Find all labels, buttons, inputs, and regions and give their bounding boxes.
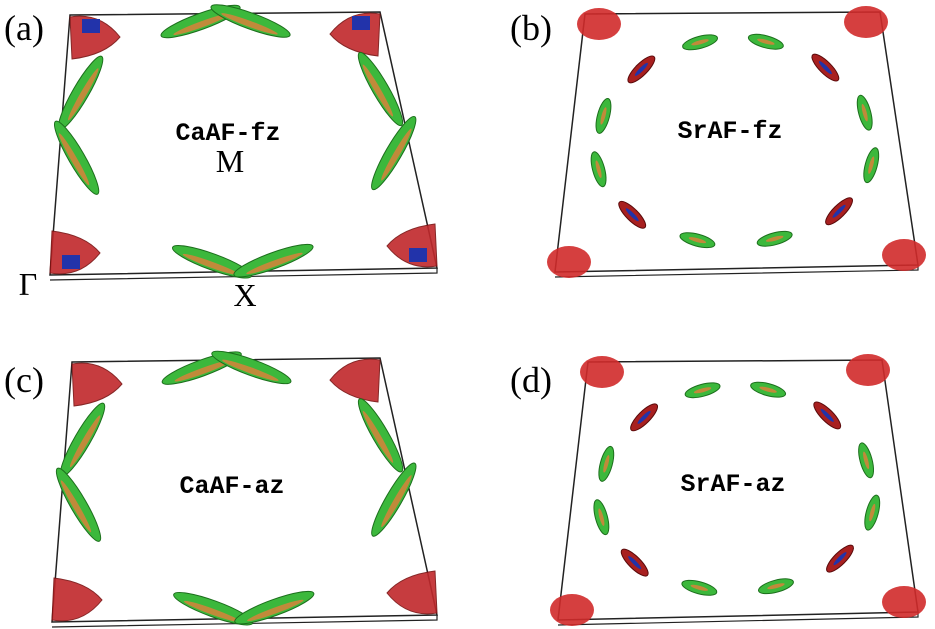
point-label: M bbox=[216, 143, 244, 179]
corner-pocket bbox=[547, 246, 591, 278]
corner-pocket bbox=[882, 239, 926, 271]
panel-label: (b) bbox=[510, 8, 552, 48]
panel-label: (d) bbox=[510, 360, 552, 400]
corner-pocket bbox=[580, 356, 624, 388]
panel-name: SrAF-fz bbox=[677, 117, 782, 146]
corner-pocket bbox=[330, 359, 380, 402]
corner-pocket bbox=[577, 8, 621, 40]
panel-label: (a) bbox=[4, 8, 44, 48]
corner-pocket-inner bbox=[352, 16, 370, 30]
corner-pocket bbox=[550, 594, 594, 626]
corner-pocket bbox=[52, 578, 102, 621]
corner-pocket-inner bbox=[409, 248, 427, 262]
figure: (a) (b) (c) (d) CaAF-fz SrAF-fz CaAF-az … bbox=[0, 0, 935, 629]
corner-pocket-inner bbox=[82, 19, 100, 33]
corner-pocket bbox=[882, 586, 926, 618]
panel-label: (c) bbox=[4, 360, 44, 400]
corner-pocket bbox=[846, 354, 890, 386]
corner-pocket bbox=[844, 6, 888, 38]
corner-pocket bbox=[72, 363, 122, 406]
panel-name: CaAF-az bbox=[179, 472, 284, 501]
panel-name: SrAF-az bbox=[680, 470, 785, 499]
corner-pocket bbox=[387, 571, 437, 614]
corner-pocket-inner bbox=[62, 255, 80, 269]
point-label: Γ bbox=[19, 266, 38, 302]
point-label: X bbox=[233, 277, 256, 313]
fermi-surfaces bbox=[49, 0, 926, 629]
